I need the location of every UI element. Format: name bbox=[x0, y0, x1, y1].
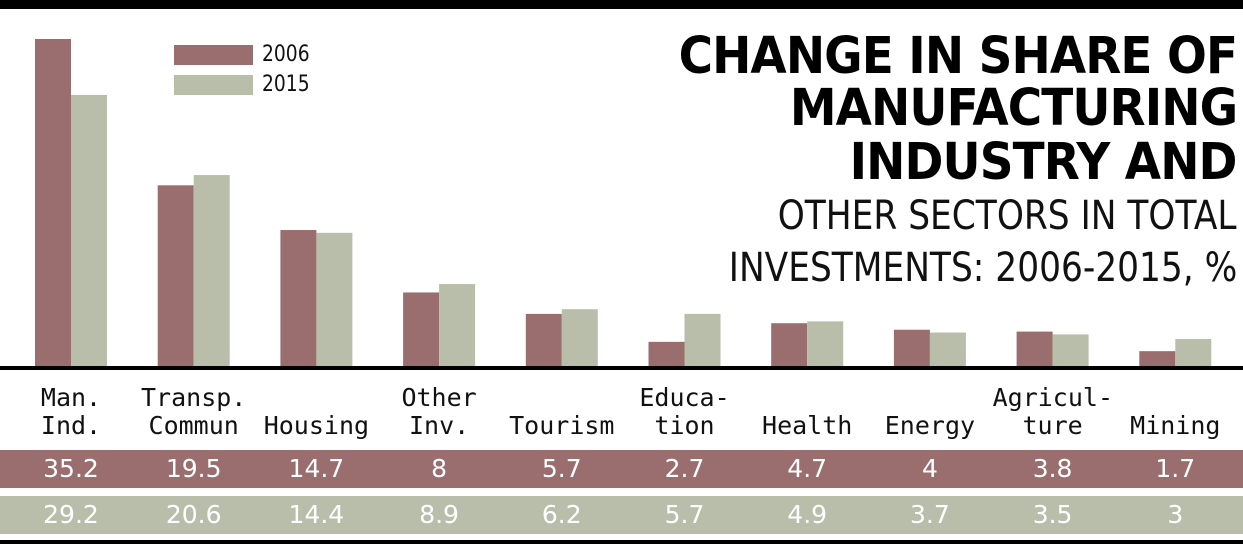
legend-swatch-2015 bbox=[174, 75, 253, 95]
chart-subtitle-line-2: INVESTMENTS: 2006-2015, % bbox=[728, 245, 1237, 291]
top-rule bbox=[0, 0, 1243, 9]
legend-label-2006: 2006 bbox=[262, 42, 310, 67]
bar-2006-8 bbox=[1016, 331, 1053, 367]
chart-title-line-2: MANUFACTURING bbox=[789, 79, 1238, 138]
value-row_2006-4: 5.7 bbox=[541, 454, 582, 483]
value-row_2015-3: 8.9 bbox=[419, 500, 459, 529]
category-label-9: Mining bbox=[1130, 411, 1221, 440]
value-row_2015-2: 14.4 bbox=[288, 500, 345, 529]
value-row_2015-5: 5.7 bbox=[664, 500, 705, 529]
category-label-2: Housing bbox=[263, 411, 370, 440]
value-row_2006-0: 35.2 bbox=[43, 454, 99, 483]
category-label-6: Health bbox=[762, 411, 853, 440]
bar-2006-1 bbox=[157, 185, 194, 367]
legend-swatch-2006 bbox=[174, 45, 253, 65]
bar-2006-4 bbox=[525, 313, 562, 367]
x-axis-line bbox=[0, 366, 1243, 370]
value-row_2006-7: 4 bbox=[921, 454, 938, 483]
value-row_2015-4: 6.2 bbox=[541, 500, 582, 529]
value-row_2006-9: 1.7 bbox=[1155, 454, 1196, 483]
value-row_2015-9: 3 bbox=[1167, 500, 1184, 529]
bar-2006-7 bbox=[893, 329, 930, 367]
value-row_2015-8: 3.5 bbox=[1032, 500, 1073, 529]
value-row_2006-1: 19.5 bbox=[165, 454, 222, 483]
bar-2006-0 bbox=[35, 39, 71, 367]
bottom-rule bbox=[0, 540, 1243, 544]
bar-2015-4 bbox=[561, 309, 598, 367]
bar-2015-2 bbox=[316, 232, 353, 367]
bar-2015-1 bbox=[193, 175, 230, 367]
value-row_2015-7: 3.7 bbox=[910, 500, 950, 529]
value-row_2006-8: 3.8 bbox=[1032, 454, 1073, 483]
value-row_2015-6: 4.9 bbox=[787, 500, 828, 529]
bar-2015-7 bbox=[929, 332, 966, 367]
category-label-1: Transp. Commun bbox=[141, 383, 247, 440]
values-row-2006 bbox=[0, 450, 1243, 488]
bar-2015-0 bbox=[71, 94, 107, 367]
value-row_2006-3: 8 bbox=[431, 454, 448, 483]
category-label-3: Other Inv. bbox=[401, 383, 477, 440]
values-row-2015 bbox=[0, 496, 1243, 534]
chart-title-line-3: INDUSTRY AND bbox=[850, 133, 1238, 192]
category-label-8: Agricul- ture bbox=[992, 383, 1114, 440]
bar-2015-3 bbox=[439, 284, 476, 367]
bar-2006-2 bbox=[280, 230, 317, 367]
category-label-0: Man. Ind. bbox=[40, 383, 102, 440]
bar-2015-8 bbox=[1052, 334, 1089, 367]
bar-2006-9 bbox=[1139, 351, 1176, 367]
bar-2006-3 bbox=[403, 292, 440, 367]
value-row_2015-0: 29.2 bbox=[43, 500, 99, 529]
bar-2006-6 bbox=[771, 323, 808, 367]
value-row_2006-5: 2.7 bbox=[664, 454, 705, 483]
value-row_2006-6: 4.7 bbox=[787, 454, 828, 483]
chart-title-line-1: CHANGE IN SHARE OF bbox=[678, 27, 1237, 86]
bar-2015-5 bbox=[684, 313, 721, 367]
legend-label-2015: 2015 bbox=[262, 72, 310, 97]
value-row_2015-1: 20.6 bbox=[165, 500, 222, 529]
bar-2015-6 bbox=[807, 321, 844, 367]
chart-subtitle-line-1: OTHER SECTORS IN TOTAL bbox=[778, 193, 1237, 239]
bar-2015-9 bbox=[1175, 339, 1212, 367]
value-row_2006-2: 14.7 bbox=[288, 454, 345, 483]
bar-2006-5 bbox=[648, 341, 685, 367]
category-label-4: Tourism bbox=[509, 411, 615, 440]
category-label-7: Energy bbox=[884, 411, 976, 440]
category-label-5: Educa- tion bbox=[639, 383, 730, 440]
